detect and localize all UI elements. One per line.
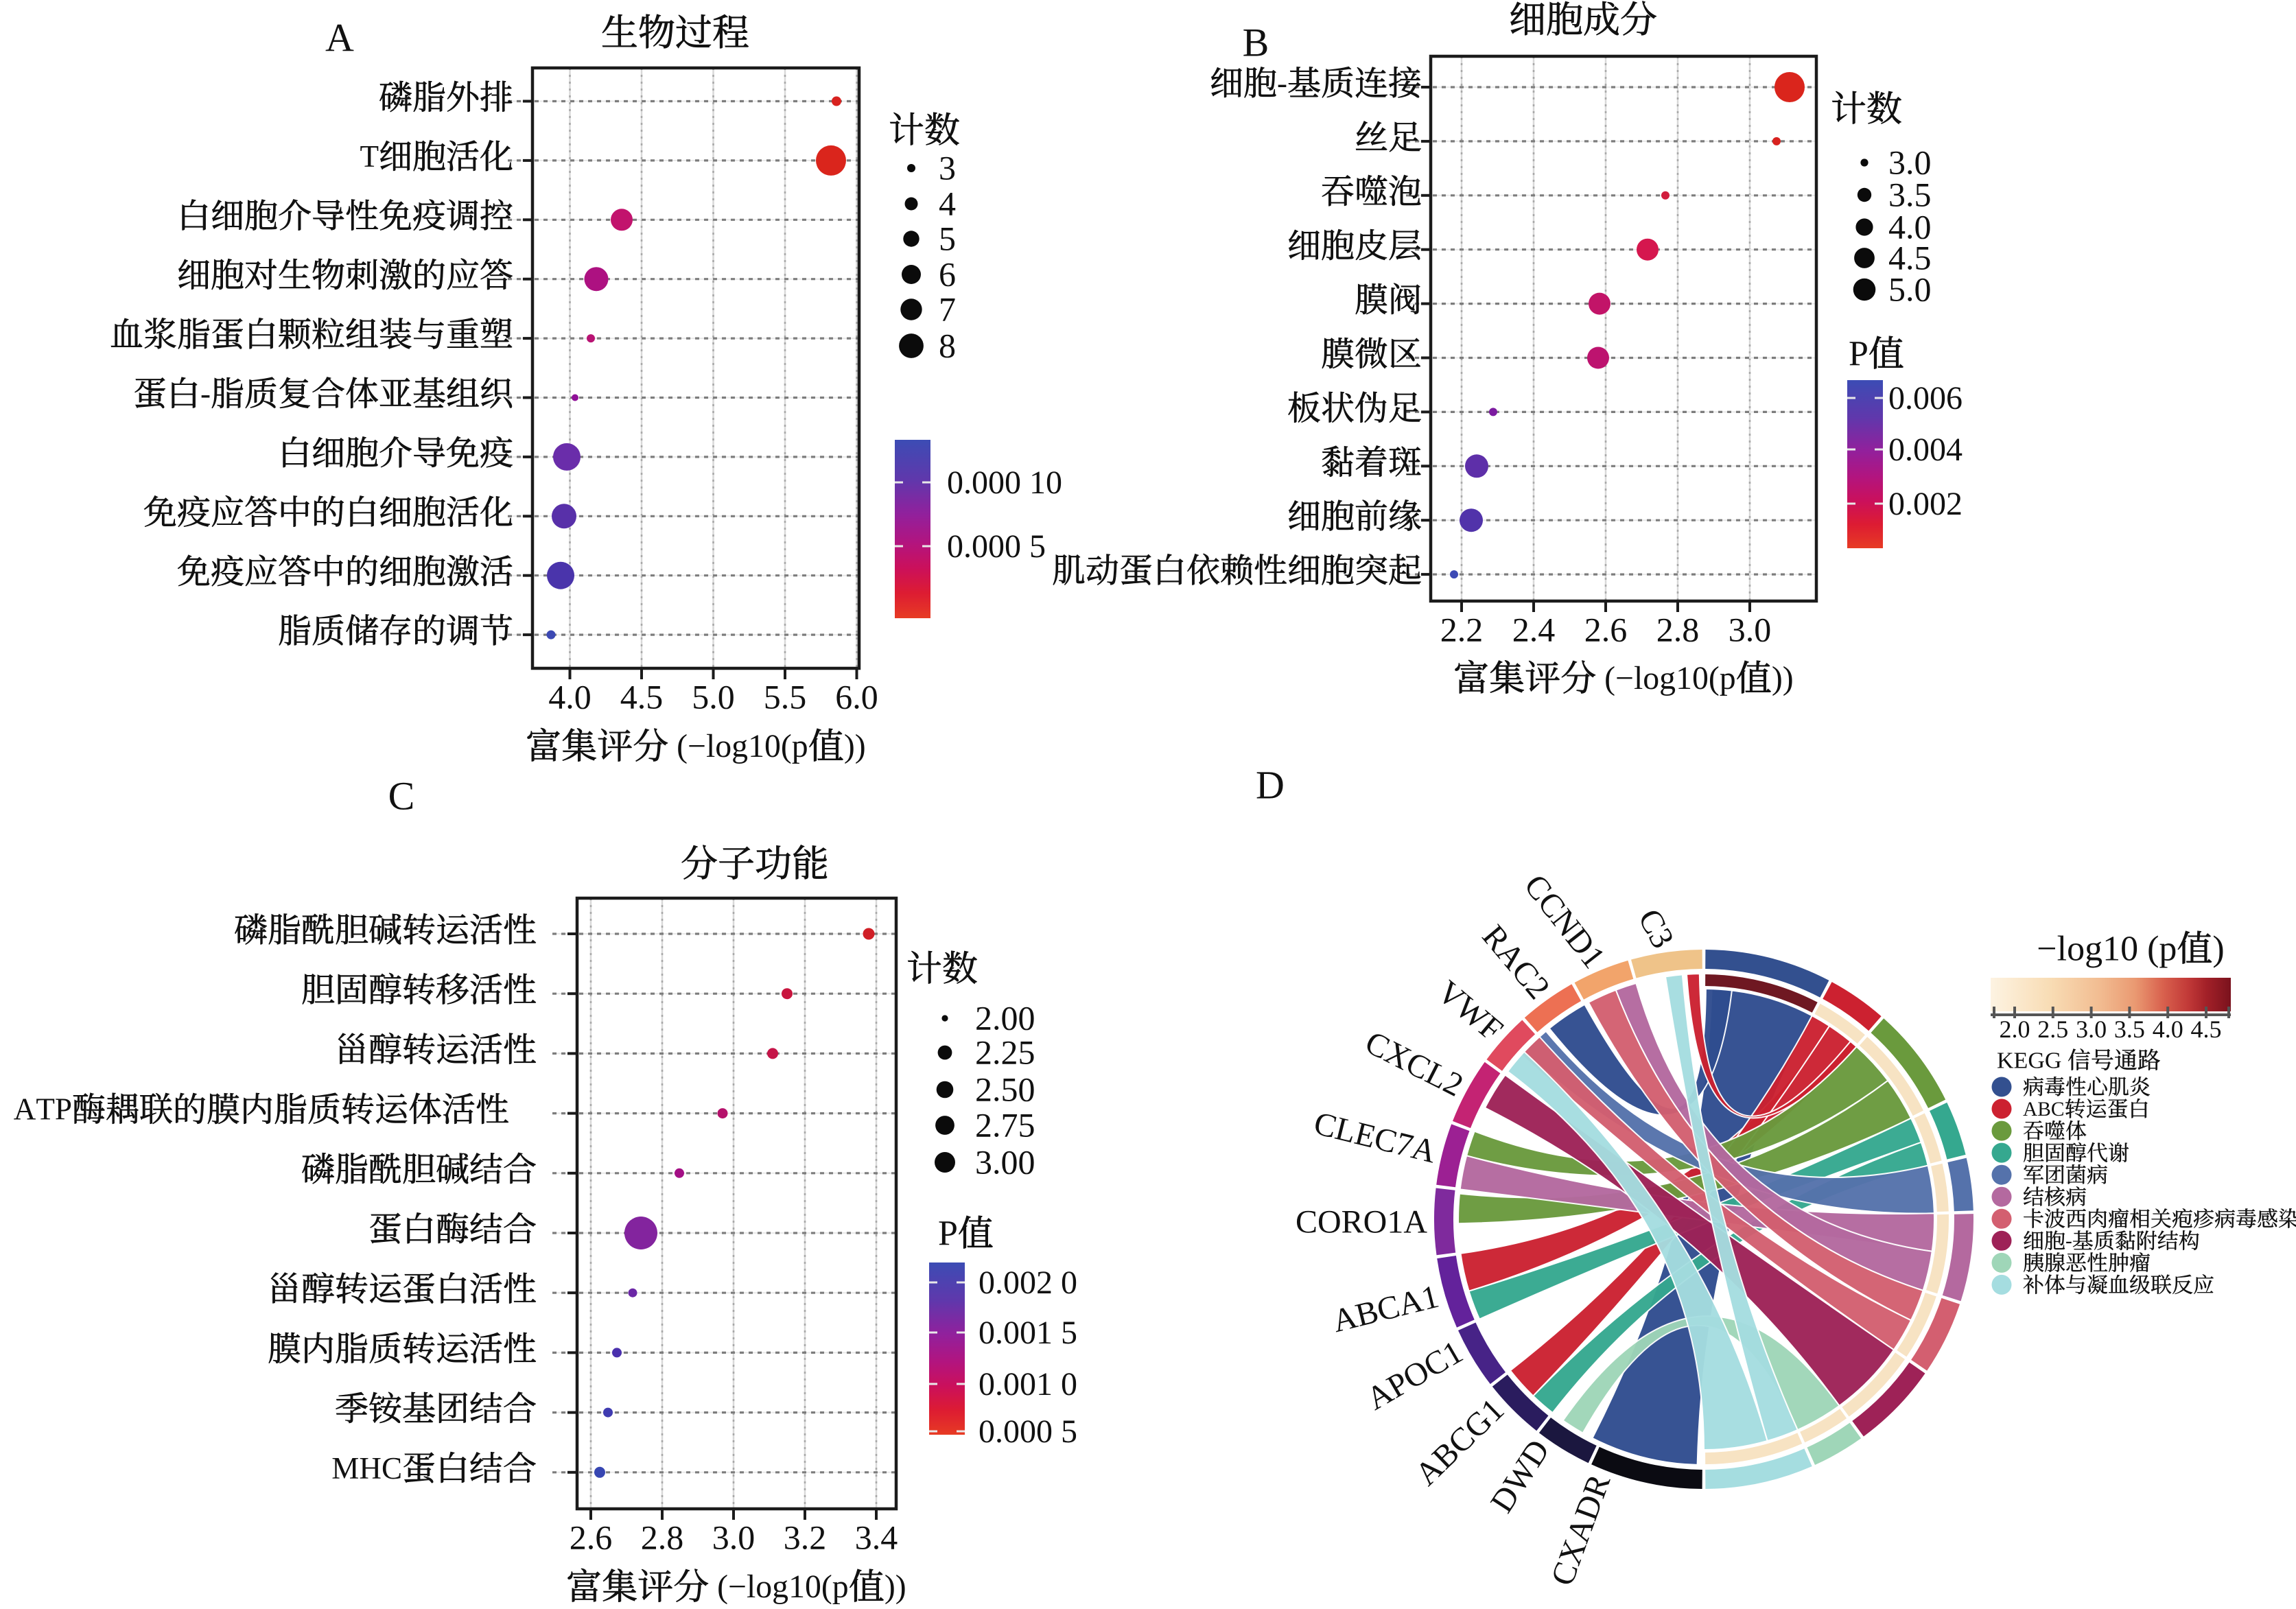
svg-text:3: 3 <box>939 149 956 187</box>
svg-text:-: - <box>1277 66 1287 100</box>
svg-text:)): )) <box>1772 660 1794 696</box>
svg-text:0.002: 0.002 <box>1888 486 1963 522</box>
svg-text:DWD: DWD <box>1484 1433 1557 1519</box>
svg-text:4.5: 4.5 <box>620 678 664 716</box>
svg-text:4.5: 4.5 <box>1888 239 1932 277</box>
svg-text:2.4: 2.4 <box>1512 611 1556 649</box>
svg-text:0.001 5: 0.001 5 <box>979 1315 1077 1351</box>
svg-text:0.002 0: 0.002 0 <box>979 1265 1077 1301</box>
svg-text:CLEC7A: CLEC7A <box>1311 1105 1440 1170</box>
svg-text:D: D <box>1256 762 1285 807</box>
svg-text:P: P <box>938 1214 958 1253</box>
svg-text:2.0: 2.0 <box>2000 1015 2030 1043</box>
svg-text:2.50: 2.50 <box>975 1070 1035 1109</box>
svg-text:5: 5 <box>939 220 956 258</box>
svg-text:(−log10(p: (−log10(p <box>709 1569 849 1605</box>
svg-text:P: P <box>1849 334 1869 373</box>
svg-text:T: T <box>360 139 379 174</box>
svg-text:ABCG1: ABCG1 <box>1408 1391 1511 1492</box>
svg-text:4.5: 4.5 <box>2191 1015 2222 1043</box>
svg-text:4.0: 4.0 <box>548 678 591 716</box>
svg-text:): ) <box>2212 929 2224 968</box>
svg-text:5.5: 5.5 <box>764 678 807 716</box>
svg-text:0.004: 0.004 <box>1888 432 1963 468</box>
svg-text:ABCA1: ABCA1 <box>1329 1278 1443 1339</box>
svg-text:3.0: 3.0 <box>712 1518 755 1557</box>
svg-text:2.00: 2.00 <box>975 999 1035 1037</box>
svg-text:RAC2: RAC2 <box>1475 918 1557 1006</box>
svg-text:2.75: 2.75 <box>975 1106 1035 1144</box>
svg-text:5.0: 5.0 <box>1888 270 1932 309</box>
svg-text:ATP: ATP <box>14 1092 72 1127</box>
svg-text:-: - <box>200 377 211 411</box>
svg-text:6: 6 <box>939 255 956 294</box>
svg-text:C: C <box>388 773 415 818</box>
svg-text:MHC: MHC <box>331 1451 402 1485</box>
svg-text:−log10 (p: −log10 (p <box>2037 929 2177 968</box>
svg-text:0.000 5: 0.000 5 <box>979 1413 1077 1450</box>
svg-text:0.000 5: 0.000 5 <box>947 528 1046 565</box>
svg-text:0.006: 0.006 <box>1888 380 1963 416</box>
svg-text:6.0: 6.0 <box>835 678 878 716</box>
svg-text:4.0: 4.0 <box>2153 1015 2183 1043</box>
svg-text:3.5: 3.5 <box>1888 176 1932 214</box>
svg-text:KEGG: KEGG <box>1997 1048 2067 1073</box>
svg-text:)): )) <box>885 1569 906 1605</box>
svg-text:3.0: 3.0 <box>1729 611 1772 649</box>
svg-text:2.6: 2.6 <box>1584 611 1628 649</box>
svg-text:3.0: 3.0 <box>2076 1015 2107 1043</box>
svg-text:0.001 0: 0.001 0 <box>979 1366 1077 1402</box>
svg-text:2.25: 2.25 <box>975 1033 1035 1072</box>
svg-text:4: 4 <box>939 185 956 223</box>
svg-text:2.6: 2.6 <box>570 1518 613 1557</box>
svg-text:7: 7 <box>939 290 956 329</box>
svg-text:CORO1A: CORO1A <box>1296 1204 1427 1241</box>
svg-text:(−log10(p: (−log10(p <box>1596 660 1736 696</box>
svg-text:APOC1: APOC1 <box>1360 1334 1468 1418</box>
svg-text:B: B <box>1243 20 1269 64</box>
svg-text:ABC: ABC <box>2023 1099 2064 1120</box>
svg-text:3.0: 3.0 <box>1888 143 1932 182</box>
svg-text:C3: C3 <box>1631 903 1681 954</box>
svg-text:2.5: 2.5 <box>2037 1015 2068 1043</box>
svg-text:3.5: 3.5 <box>2114 1015 2145 1043</box>
svg-text:3.2: 3.2 <box>784 1518 827 1557</box>
svg-text:CXADR: CXADR <box>1544 1470 1617 1590</box>
svg-text:8: 8 <box>939 327 956 365</box>
svg-text:3.4: 3.4 <box>855 1518 898 1557</box>
svg-text:2.2: 2.2 <box>1440 611 1484 649</box>
svg-text:VWF: VWF <box>1430 974 1510 1048</box>
svg-text:0.000 10: 0.000 10 <box>947 465 1062 501</box>
svg-text:4.0: 4.0 <box>1888 208 1932 246</box>
svg-text:)): )) <box>844 728 866 764</box>
svg-text:2.8: 2.8 <box>1656 611 1700 649</box>
svg-text:CXCL2: CXCL2 <box>1359 1024 1469 1103</box>
svg-text:A: A <box>325 15 354 60</box>
svg-text:2.8: 2.8 <box>641 1518 684 1557</box>
svg-text:(−log10(p: (−log10(p <box>668 728 808 764</box>
svg-text:5.0: 5.0 <box>692 678 735 716</box>
svg-text:-: - <box>2065 1230 2072 1252</box>
svg-text:3.00: 3.00 <box>975 1143 1035 1182</box>
